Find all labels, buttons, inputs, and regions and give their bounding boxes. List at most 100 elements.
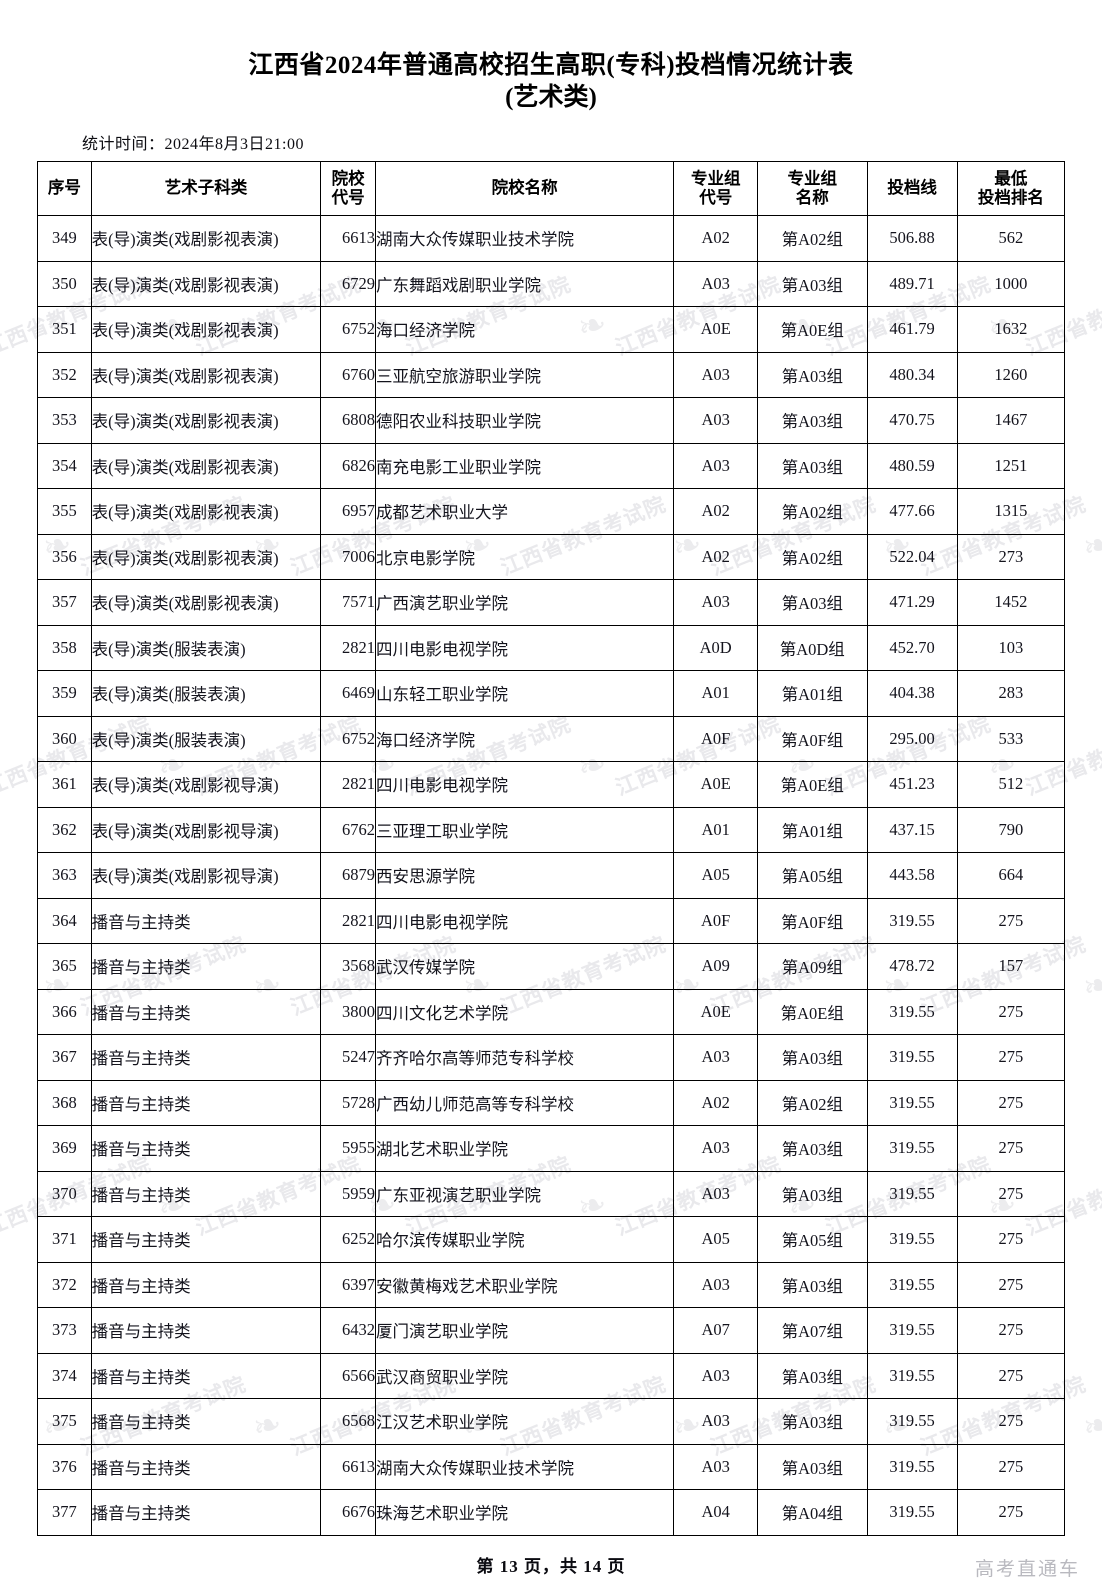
cell-group-name: 第A0F组 — [757, 897, 868, 944]
cell-group-code: A0D — [673, 624, 759, 671]
cell-index: 372 — [37, 1261, 92, 1308]
cell-school-code: 5955 — [320, 1125, 377, 1172]
cell-score: 319.55 — [866, 1261, 958, 1308]
cell-subject: 播音与主持类 — [90, 1170, 322, 1217]
cell-index: 350 — [37, 260, 92, 307]
cell-school-code: 2821 — [320, 897, 377, 944]
header-school-code: 院校 代号 — [320, 161, 377, 216]
cell-school-code: 6613 — [320, 1443, 377, 1490]
stat-time-label: 统计时间：2024年8月3日21:00 — [82, 136, 304, 153]
page-footer: 第 13 页，共 14 页 高考直通车 — [0, 1552, 1102, 1586]
cell-group-name: 第A0F组 — [757, 715, 868, 762]
cell-score: 443.58 — [866, 852, 958, 899]
cell-rank: 275 — [956, 1307, 1066, 1354]
header-index: 序号 — [37, 161, 92, 216]
cell-group-code: A02 — [673, 215, 759, 262]
cell-school-code: 2821 — [320, 624, 377, 671]
cell-score: 319.55 — [866, 1216, 958, 1263]
cell-score: 480.59 — [866, 442, 958, 489]
cell-group-name: 第A0D组 — [757, 624, 868, 671]
cell-subject: 播音与主持类 — [90, 1079, 322, 1126]
table-row: 366 播音与主持类 3800 四川文化艺术学院 A0E 第A0E组 319.55 275 — [37, 988, 1066, 1035]
cell-rank: 1000 — [956, 260, 1066, 307]
cell-school-code: 6808 — [320, 397, 377, 444]
cell-group-code: A0E — [673, 761, 759, 808]
cell-school-name: 广东亚视演艺职业学院 — [375, 1170, 675, 1217]
cell-subject: 播音与主持类 — [90, 1216, 322, 1263]
table-row: 352 表(导)演类(戏剧影视表演) 6760 三亚航空旅游职业学院 A03 第A03组 4… — [37, 351, 1066, 398]
cell-school-name: 三亚理工职业学院 — [375, 806, 675, 853]
header-score: 投档线 — [866, 161, 958, 216]
cell-school-name: 南充电影工业职业学院 — [375, 442, 675, 489]
page-subtitle: (艺术类) — [505, 84, 597, 111]
cell-group-name: 第A05组 — [757, 1216, 868, 1263]
cell-score: 319.55 — [866, 1170, 958, 1217]
cell-school-code: 6566 — [320, 1352, 377, 1399]
cell-index: 362 — [37, 806, 92, 853]
cell-subject: 表(导)演类(戏剧影视表演) — [90, 488, 322, 535]
cell-group-name: 第A03组 — [757, 579, 868, 626]
cell-index: 355 — [37, 488, 92, 535]
cell-rank: 275 — [956, 1125, 1066, 1172]
cell-index: 370 — [37, 1170, 92, 1217]
cell-subject: 播音与主持类 — [90, 897, 322, 944]
cell-score: 437.15 — [866, 806, 958, 853]
cell-rank: 275 — [956, 1352, 1066, 1399]
cell-group-code: A02 — [673, 1079, 759, 1126]
cell-score: 489.71 — [866, 260, 958, 307]
table-row: 364 播音与主持类 2821 四川电影电视学院 A0F 第A0F组 319.55 275 — [37, 897, 1066, 944]
cell-school-name: 武汉商贸职业学院 — [375, 1352, 675, 1399]
cell-score: 522.04 — [866, 533, 958, 580]
cell-rank: 664 — [956, 852, 1066, 899]
header-subject: 艺术子科类 — [90, 161, 322, 216]
cell-group-name: 第A02组 — [757, 1079, 868, 1126]
cell-index: 356 — [37, 533, 92, 580]
cell-score: 319.55 — [866, 897, 958, 944]
cell-subject: 表(导)演类(戏剧影视表演) — [90, 533, 322, 580]
cell-school-code: 6613 — [320, 215, 377, 262]
table-row: 349 表(导)演类(戏剧影视表演) 6613 湖南大众传媒职业技术学院 A02 第A02… — [37, 215, 1066, 262]
header-group-name-line1: 专业组 — [787, 168, 838, 188]
cell-school-name: 湖北艺术职业学院 — [375, 1125, 675, 1172]
table-row: 372 播音与主持类 6397 安徽黄梅戏艺术职业学院 A03 第A03组 319.55 27… — [37, 1261, 1066, 1308]
cell-group-code: A02 — [673, 533, 759, 580]
cell-school-code: 2821 — [320, 761, 377, 808]
cell-group-name: 第A09组 — [757, 943, 868, 990]
cell-school-name: 成都艺术职业大学 — [375, 488, 675, 535]
cell-group-code: A03 — [673, 1443, 759, 1490]
table-row: 353 表(导)演类(戏剧影视表演) 6808 德阳农业科技职业学院 A03 第A03组 4… — [37, 397, 1066, 444]
cell-school-name: 湖南大众传媒职业技术学院 — [375, 1443, 675, 1490]
cell-school-code: 6469 — [320, 670, 377, 717]
cell-rank: 275 — [956, 1079, 1066, 1126]
cell-school-code: 6752 — [320, 715, 377, 762]
cell-index: 366 — [37, 988, 92, 1035]
cell-group-code: A0F — [673, 897, 759, 944]
cell-group-name: 第A0E组 — [757, 761, 868, 808]
table-row: 357 表(导)演类(戏剧影视表演) 7571 广西演艺职业学院 A03 第A03组 471… — [37, 579, 1066, 626]
cell-index: 359 — [37, 670, 92, 717]
table-row: 355 表(导)演类(戏剧影视表演) 6957 成都艺术职业大学 A02 第A02组 477… — [37, 488, 1066, 535]
cell-index: 373 — [37, 1307, 92, 1354]
cell-index: 358 — [37, 624, 92, 671]
cell-rank: 275 — [956, 988, 1066, 1035]
cell-school-name: 安徽黄梅戏艺术职业学院 — [375, 1261, 675, 1308]
cell-school-code: 6760 — [320, 351, 377, 398]
cell-score: 471.29 — [866, 579, 958, 626]
cell-group-code: A05 — [673, 1216, 759, 1263]
cell-group-name: 第A04组 — [757, 1489, 868, 1536]
cell-score: 452.70 — [866, 624, 958, 671]
table-row: 370 播音与主持类 5959 广东亚视演艺职业学院 A03 第A03组 319.55 275 — [37, 1170, 1066, 1217]
table-row: 354 表(导)演类(戏剧影视表演) 6826 南充电影工业职业学院 A03 第A03组 4… — [37, 442, 1066, 489]
header-group-code: 专业组 代号 — [673, 161, 759, 216]
cell-score: 319.55 — [866, 1489, 958, 1536]
cell-group-name: 第A01组 — [757, 806, 868, 853]
cell-rank: 533 — [956, 715, 1066, 762]
cell-group-code: A03 — [673, 351, 759, 398]
cell-school-name: 厦门演艺职业学院 — [375, 1307, 675, 1354]
cell-score: 319.55 — [866, 1352, 958, 1399]
table-row: 373 播音与主持类 6432 厦门演艺职业学院 A07 第A07组 319.55 275 — [37, 1307, 1066, 1354]
cell-index: 375 — [37, 1398, 92, 1445]
cell-rank: 1260 — [956, 351, 1066, 398]
header-school-code-line2: 代号 — [331, 187, 365, 207]
cell-group-name: 第A0E组 — [757, 306, 868, 353]
